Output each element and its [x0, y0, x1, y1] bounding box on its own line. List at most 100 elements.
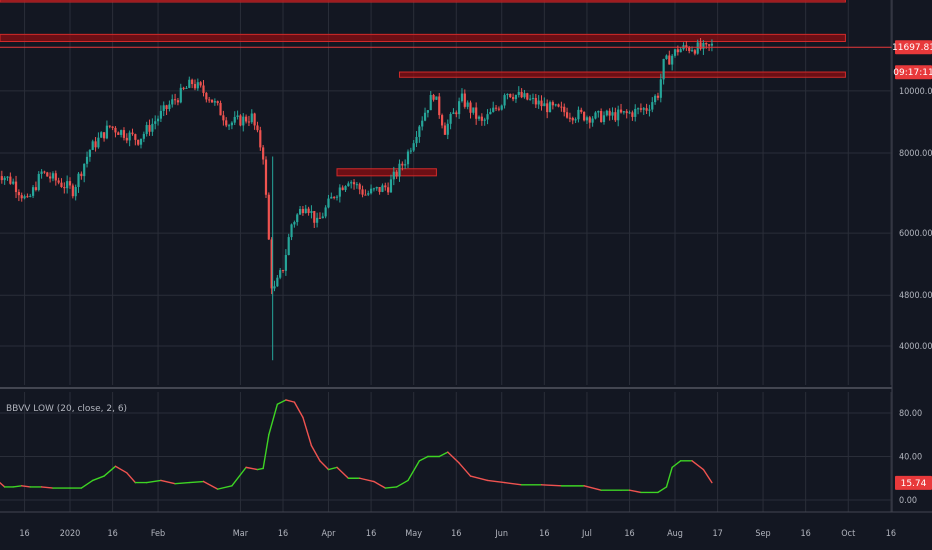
- candle-body: [472, 107, 475, 113]
- candle-body: [432, 95, 435, 100]
- candle-body: [327, 198, 330, 208]
- candle-body: [100, 132, 103, 138]
- x-tick-label: 17: [712, 529, 722, 539]
- indicator-line-segment: [458, 462, 472, 477]
- candle-body: [401, 163, 404, 166]
- candle-body: [216, 101, 219, 104]
- candle-body: [57, 180, 60, 183]
- time-axis[interactable]: 16 2020 16 Feb Mar 16 Apr 16 May 16 Jun 16 Jul 16 Aug 1…: [19, 529, 896, 539]
- candle-body: [68, 181, 72, 186]
- indicator-y-tick-label: 40.00: [899, 453, 922, 463]
- candle-body: [71, 185, 74, 197]
- candle-body: [20, 195, 23, 199]
- countdown-tag: 09:17:11: [893, 68, 932, 78]
- candle-body: [438, 96, 441, 116]
- x-tick-label: 16: [801, 529, 811, 539]
- indicator-line-segment: [231, 466, 247, 487]
- candle-body: [102, 132, 106, 139]
- candle-body: [520, 91, 523, 98]
- resistance-zone: [0, 0, 846, 3]
- candle-body: [398, 163, 401, 177]
- candle-body: [284, 255, 287, 271]
- candle-body: [597, 110, 600, 113]
- indicator-legend[interactable]: BBVV LOW (20, close, 2, 6): [6, 404, 127, 414]
- indicator-line-segment: [21, 485, 31, 488]
- indicator-line-segment: [216, 485, 233, 490]
- candle-body: [193, 84, 197, 89]
- candle-body: [580, 109, 583, 112]
- candle-body: [364, 194, 367, 196]
- candle-body: [287, 237, 290, 256]
- y-tick-label: 8000.00: [899, 149, 932, 159]
- x-tick-label: 16: [278, 529, 288, 539]
- indicator-line-segment: [40, 486, 54, 489]
- candle-body: [179, 87, 182, 103]
- candle-body: [165, 105, 168, 110]
- indicator-line-segment: [262, 434, 270, 470]
- candle-body: [497, 108, 500, 110]
- indicator-line-segment: [418, 455, 429, 462]
- indicator-line-segment: [293, 401, 304, 419]
- indicator-axis[interactable]: 0.00 40.00 80.00: [899, 409, 922, 506]
- candle-body: [142, 133, 145, 139]
- candle-body: [648, 109, 651, 111]
- indicator-line-segment: [395, 479, 409, 488]
- candle-body: [443, 125, 447, 135]
- indicator-line-segment: [702, 468, 713, 484]
- candle-body: [202, 85, 205, 93]
- indicator-line-segment: [407, 460, 421, 482]
- resistance-zones: [0, 0, 846, 177]
- candle-body: [463, 93, 466, 107]
- candle-body: [173, 99, 177, 101]
- x-tick-label: Apr: [321, 529, 336, 539]
- candle-body: [233, 116, 236, 123]
- candle-body: [105, 125, 109, 139]
- candle-body: [395, 171, 398, 177]
- candle-body: [625, 111, 628, 114]
- candle-body: [54, 173, 57, 181]
- candle-body: [563, 106, 566, 113]
- candle-body: [125, 137, 128, 141]
- candle-body: [543, 103, 546, 107]
- candle-body: [659, 79, 662, 98]
- candle-body: [262, 147, 265, 160]
- y-tick-label: 4000.00: [899, 342, 932, 352]
- candle-body: [702, 43, 705, 49]
- candle-body: [412, 143, 415, 151]
- indicator-line-segment: [245, 466, 259, 471]
- candle-body: [3, 177, 6, 181]
- candle-body: [602, 115, 606, 123]
- candle-body: [352, 182, 356, 185]
- candle-body: [199, 82, 202, 86]
- candle-body: [469, 102, 472, 113]
- candle-body: [46, 172, 49, 177]
- indicator-line-segment: [327, 466, 338, 471]
- indicator-line-segment: [310, 444, 321, 462]
- x-tick-label: May: [405, 529, 422, 539]
- candle-body: [307, 208, 310, 213]
- candlestick-series: [0, 37, 714, 361]
- candle-body: [673, 49, 677, 56]
- x-tick-label: 16: [539, 529, 549, 539]
- x-tick-label: Jul: [581, 529, 592, 539]
- candle-body: [577, 109, 580, 120]
- x-tick-label: Sep: [755, 529, 770, 539]
- indicator-line-segment: [92, 475, 105, 482]
- candle-body: [452, 112, 455, 114]
- candle-body: [656, 95, 660, 98]
- indicator-line-segment: [486, 479, 506, 484]
- candle-body: [611, 112, 614, 116]
- countdown-tag-bg: [895, 65, 932, 80]
- candle-body: [270, 239, 273, 289]
- indicator-line-segment: [628, 489, 642, 494]
- candle-body: [43, 171, 46, 173]
- candle-body: [475, 107, 478, 119]
- candle-body: [256, 125, 259, 131]
- price-axis[interactable]: 4000.00 4800.00 6000.00 8000.00 10000.00: [899, 87, 932, 352]
- indicator-line-segment: [583, 485, 602, 491]
- candle-body: [34, 187, 38, 190]
- candle-body: [690, 50, 694, 52]
- candle-body: [335, 196, 339, 198]
- x-tick-label: 16: [451, 529, 461, 539]
- candle-body: [279, 270, 282, 278]
